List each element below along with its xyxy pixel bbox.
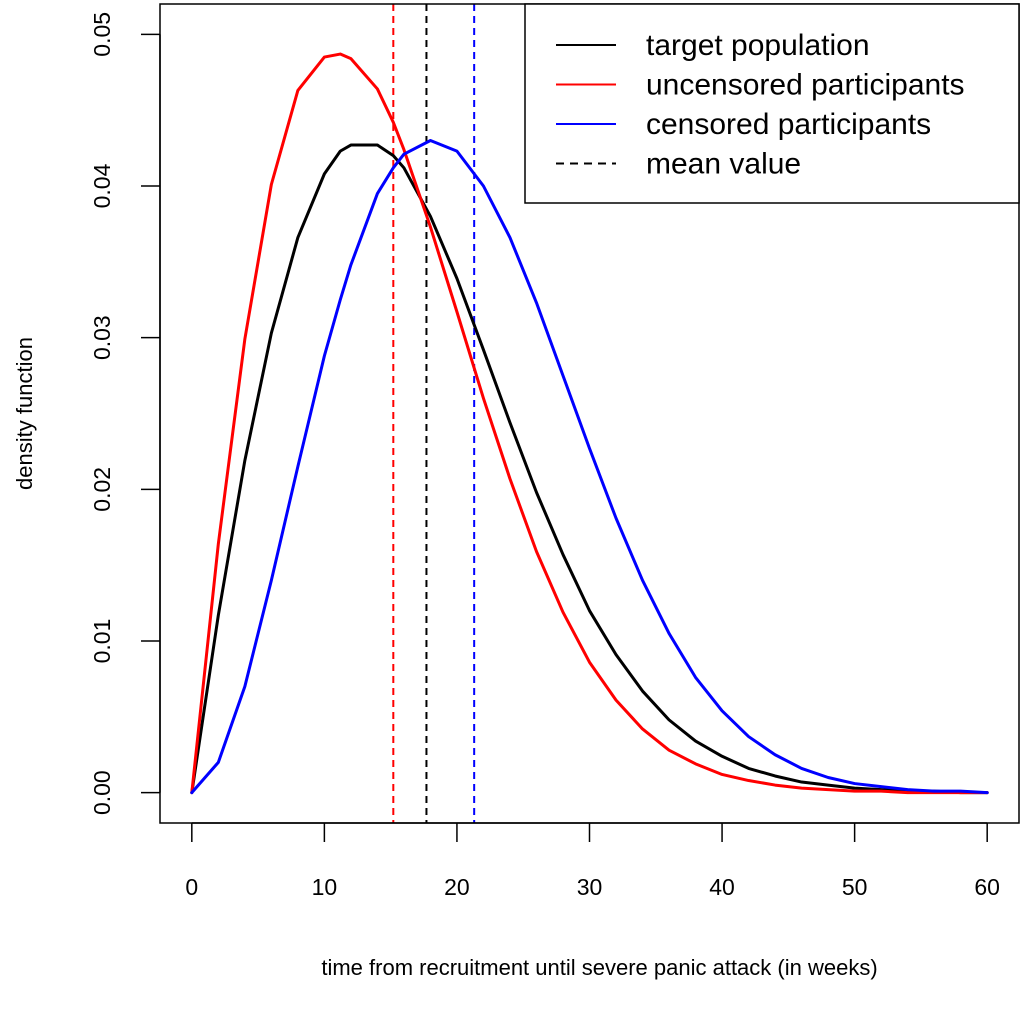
y-tick-label-2: 0.02 (89, 467, 115, 512)
legend: target population uncensored participants… (524, 3, 1020, 204)
x-tick-label-0: 0 (185, 874, 198, 900)
y-tick-label-3: 0.03 (89, 315, 115, 360)
legend-label-0: target population (646, 29, 870, 62)
mean-lines (392, 4, 476, 823)
x-tick-label-5: 50 (842, 874, 868, 900)
x-axis-title: time from recruitment until severe panic… (321, 955, 877, 980)
x-tick-label-3: 30 (577, 874, 603, 900)
x-tick-label-4: 40 (709, 874, 735, 900)
x-axis: 0 10 20 30 40 50 60 (185, 822, 1000, 900)
series-line-1 (190, 52, 989, 795)
y-tick-label-4: 0.04 (89, 163, 115, 208)
x-tick-label-6: 60 (974, 874, 1000, 900)
series-line-0 (190, 143, 989, 795)
series-line-2 (190, 139, 989, 795)
legend-label-3: mean value (646, 148, 801, 181)
y-axis-title: density function (12, 337, 37, 490)
x-tick-label-1: 10 (312, 874, 338, 900)
y-axis: 0.00 0.01 0.02 0.03 0.04 0.05 (89, 12, 161, 815)
series-lines (190, 52, 989, 795)
legend-label-2: censored participants (646, 108, 931, 141)
x-tick-label-2: 20 (444, 874, 470, 900)
legend-label-1: uncensored participants (646, 69, 965, 102)
y-tick-label-0: 0.00 (89, 770, 115, 815)
y-tick-label-1: 0.01 (89, 619, 115, 664)
legend-box (524, 3, 1020, 204)
y-tick-label-5: 0.05 (89, 12, 115, 57)
